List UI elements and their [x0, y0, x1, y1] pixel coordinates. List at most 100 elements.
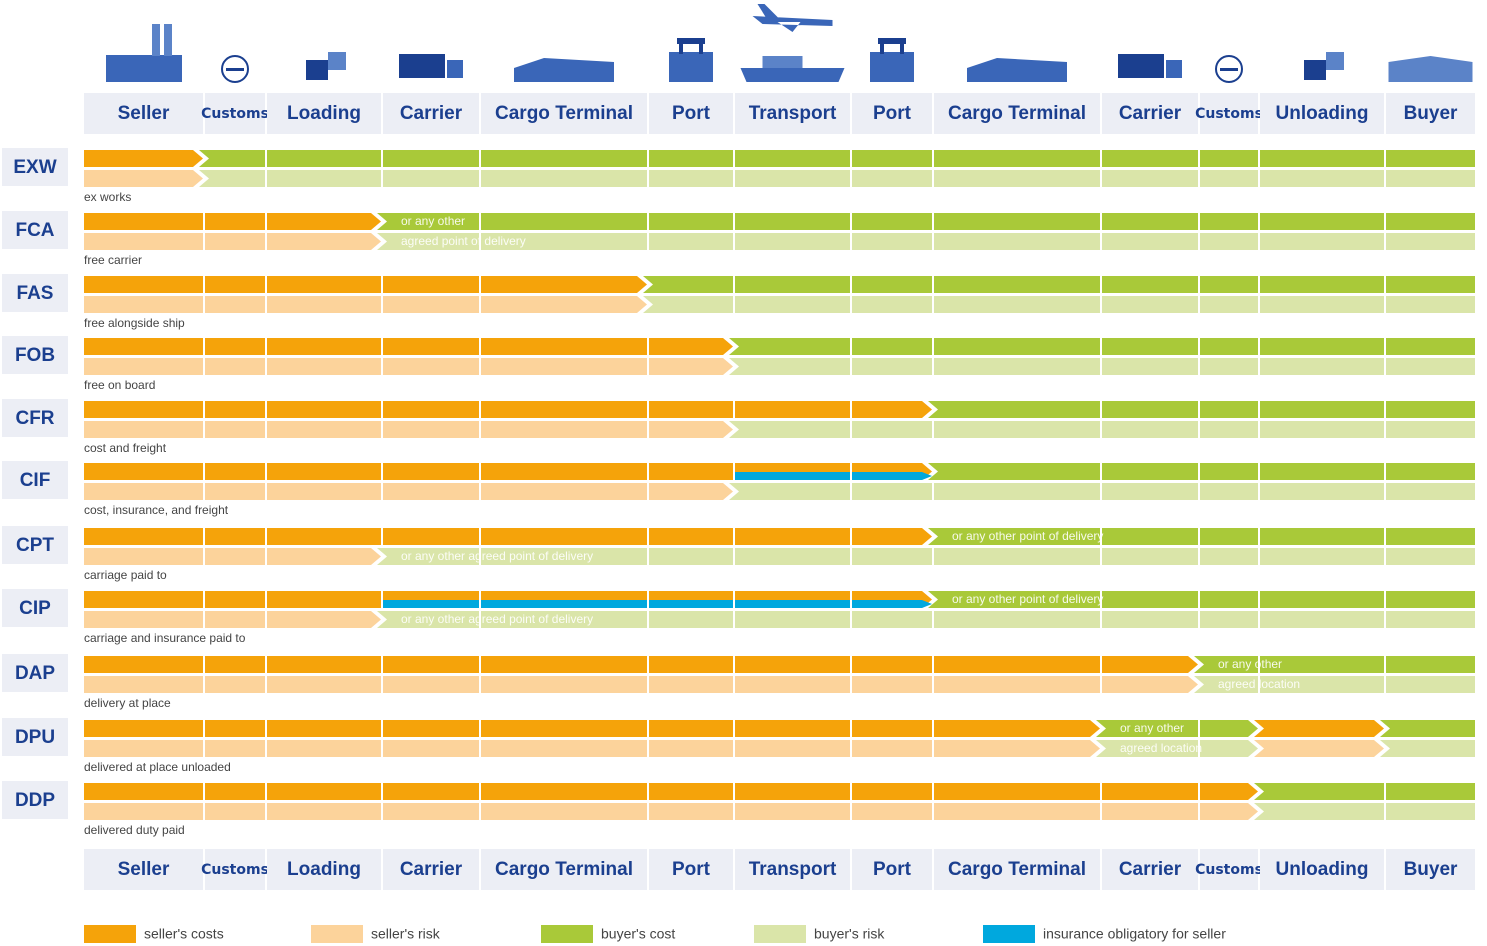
cost-bar-buyer: [1386, 463, 1475, 480]
risk-bar-seller: [267, 296, 381, 313]
factory: [106, 55, 182, 82]
cost-bar-buyer: [1102, 276, 1198, 293]
stage-header: Carrier: [400, 103, 463, 124]
cab: [447, 60, 463, 78]
risk-bar-buyer: [1102, 611, 1198, 628]
cost-bar-seller: [205, 528, 265, 545]
risk-bar-buyer: [1380, 740, 1475, 757]
risk-bar-buyer: [1200, 170, 1258, 187]
legend-swatch: [311, 925, 363, 943]
risk-bar-seller: [481, 676, 647, 693]
cost-bar-buyer: [481, 213, 647, 230]
cost-bar-seller: [481, 783, 647, 800]
cost-bar-buyer: [1254, 783, 1384, 800]
risk-bar-buyer: [852, 421, 932, 438]
risk-bar-buyer: [934, 358, 1100, 375]
warehouse: [967, 58, 1067, 82]
risk-bar-buyer: [383, 170, 479, 187]
cost-bar-buyer: [1386, 656, 1475, 673]
cost-bar-seller: [205, 591, 265, 608]
stage-icon: [1118, 54, 1182, 78]
stage-icon: [399, 54, 463, 78]
risk-bar-buyer: [735, 296, 850, 313]
crane-leg: [880, 38, 884, 54]
risk-bar-buyer: [1386, 548, 1475, 565]
cost-bar-seller: [267, 276, 381, 293]
cost-bar-seller: [84, 720, 203, 737]
cost-bar-buyer: [1260, 150, 1384, 167]
cost-bar-seller: [267, 213, 381, 230]
risk-bar-buyer: [852, 358, 932, 375]
risk-bar-seller: [205, 740, 265, 757]
cost-bar-seller: [934, 720, 1100, 737]
cost-bar-seller: [852, 720, 932, 737]
cost-bar-buyer: [1386, 401, 1475, 418]
risk-bar-seller: [735, 676, 850, 693]
risk-bar-seller: [267, 611, 381, 628]
legend-label: seller's costs: [144, 926, 224, 942]
risk-bar-buyer: [729, 421, 850, 438]
cost-note: or any other: [1120, 721, 1184, 735]
cost-bar-seller: [649, 783, 733, 800]
risk-bar-buyer: [649, 548, 733, 565]
cost-bar-buyer: [1102, 401, 1198, 418]
cost-bar-buyer: [1386, 591, 1475, 608]
insurance-bar: [852, 600, 932, 608]
stage-header: Carrier: [400, 859, 463, 880]
cost-bar-buyer: [267, 150, 381, 167]
risk-bar-seller: [383, 740, 479, 757]
cost-bar-seller: [481, 276, 647, 293]
risk-bar-buyer: [1200, 421, 1258, 438]
stage-header: Port: [873, 103, 912, 124]
risk-bar-seller: [735, 740, 850, 757]
ship-top: [763, 56, 803, 68]
risk-bar-seller: [649, 740, 733, 757]
risk-bar-buyer: [1386, 421, 1475, 438]
insurance-bar: [735, 472, 850, 480]
risk-bar-buyer: [852, 170, 932, 187]
risk-bar-buyer: [1260, 611, 1384, 628]
cost-bar-buyer: [1200, 401, 1258, 418]
risk-bar-buyer: [1102, 421, 1198, 438]
risk-bar-buyer: [1200, 611, 1258, 628]
risk-bar-buyer: [1260, 421, 1384, 438]
cost-bar-buyer: [735, 150, 850, 167]
cost-bar-seller: [383, 463, 479, 480]
incoterm-code: CPT: [16, 535, 54, 556]
cost-bar-buyer: [934, 150, 1100, 167]
cost-bar-buyer: [1102, 213, 1198, 230]
cost-bar-buyer: [643, 276, 733, 293]
risk-bar-buyer: [852, 233, 932, 250]
stage-icon: [669, 38, 713, 82]
risk-bar-seller: [852, 676, 932, 693]
risk-bar-seller: [1200, 803, 1258, 820]
cost-bar-seller: [205, 401, 265, 418]
risk-bar-buyer: [735, 548, 850, 565]
house: [1389, 56, 1473, 82]
cost-bar-buyer: [1200, 150, 1258, 167]
cost-bar-buyer: [1200, 463, 1258, 480]
risk-bar-buyer: [1386, 170, 1475, 187]
risk-bar-buyer: [1200, 483, 1258, 500]
cost-bar-seller: [267, 720, 381, 737]
risk-bar-seller: [735, 803, 850, 820]
cost-bar-buyer: [1102, 150, 1198, 167]
stage-header: Cargo Terminal: [495, 103, 633, 124]
risk-bar-seller: [205, 421, 265, 438]
risk-bar-seller: [84, 233, 203, 250]
crane-leg: [679, 38, 683, 54]
forklift: [306, 60, 328, 80]
cost-bar-seller: [649, 720, 733, 737]
risk-bar-seller: [383, 358, 479, 375]
risk-bar-buyer: [199, 170, 265, 187]
risk-bar-buyer: [852, 296, 932, 313]
risk-bar-seller: [1102, 676, 1198, 693]
cost-bar-seller: [205, 276, 265, 293]
crane: [669, 52, 713, 82]
cost-bar-seller: [649, 656, 733, 673]
stage-header: Buyer: [1404, 859, 1458, 880]
cost-bar-seller: [267, 463, 381, 480]
legend-label: insurance obligatory for seller: [1043, 926, 1226, 942]
incoterm-code: DDP: [15, 790, 55, 811]
risk-bar-seller: [481, 483, 647, 500]
